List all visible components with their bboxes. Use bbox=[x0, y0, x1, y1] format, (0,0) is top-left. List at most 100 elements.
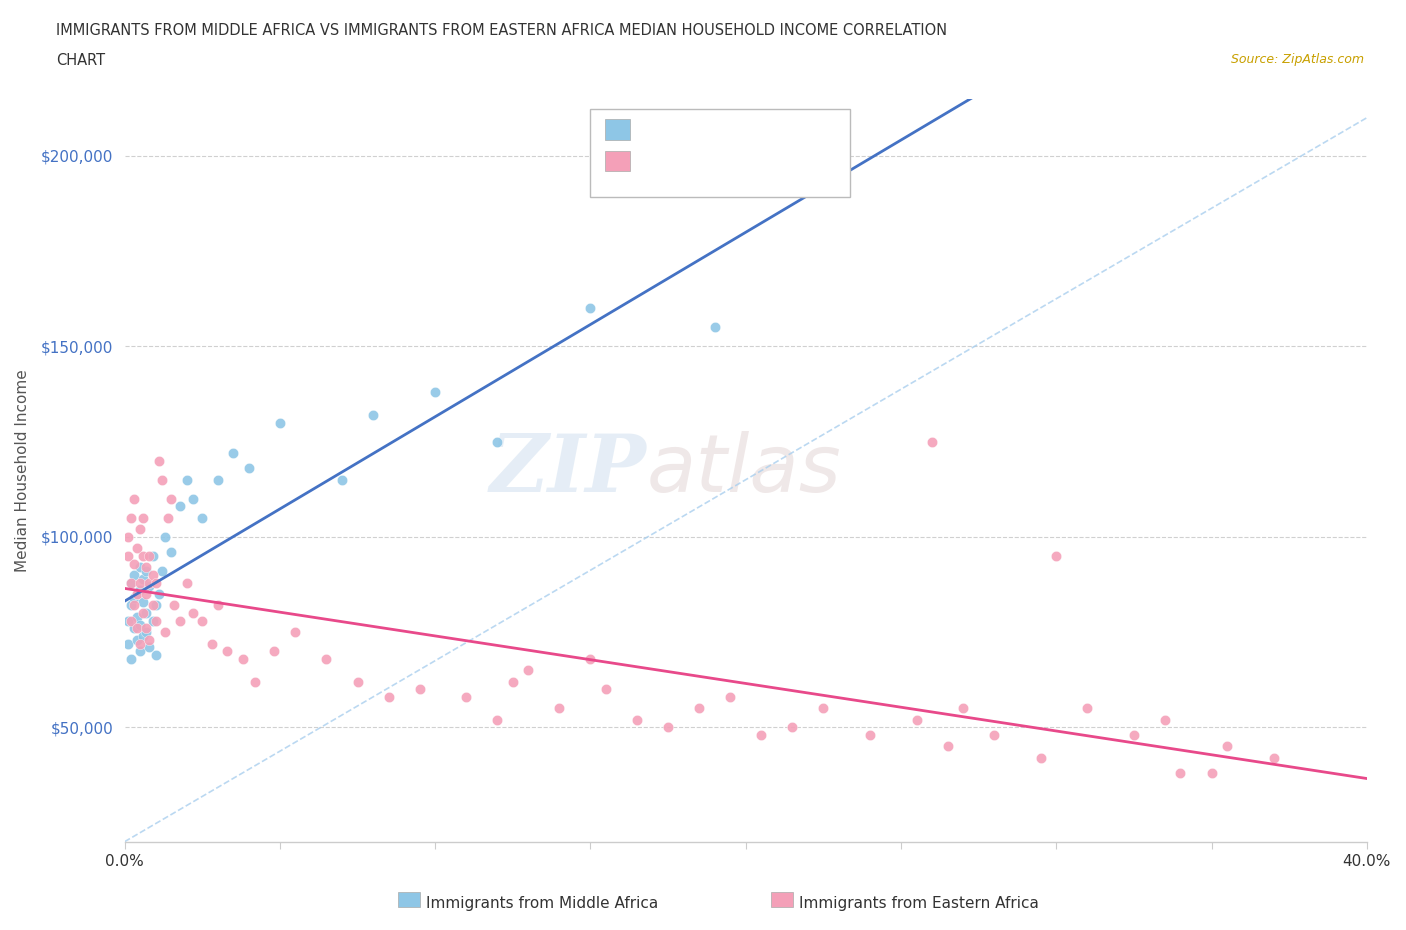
Point bbox=[813, 701, 835, 716]
Point bbox=[125, 621, 148, 636]
Point bbox=[200, 636, 222, 651]
Point bbox=[117, 636, 139, 651]
Point bbox=[117, 529, 139, 544]
Point bbox=[921, 434, 943, 449]
Point bbox=[952, 701, 974, 716]
Point bbox=[157, 511, 180, 525]
Point bbox=[141, 613, 163, 628]
Point bbox=[217, 644, 239, 658]
Point bbox=[135, 564, 157, 578]
Point bbox=[129, 583, 152, 598]
Point bbox=[595, 682, 617, 697]
Point bbox=[150, 472, 173, 487]
Point bbox=[176, 575, 198, 590]
Point bbox=[905, 712, 928, 727]
Point bbox=[548, 701, 571, 716]
Point bbox=[132, 571, 155, 586]
Point bbox=[129, 644, 152, 658]
Point bbox=[145, 575, 167, 590]
Point bbox=[579, 651, 602, 666]
Point bbox=[859, 727, 882, 742]
Point bbox=[145, 647, 167, 662]
Point bbox=[129, 575, 152, 590]
Point bbox=[120, 575, 142, 590]
Point bbox=[129, 636, 152, 651]
Point bbox=[138, 632, 160, 647]
Point bbox=[132, 549, 155, 564]
Point bbox=[129, 560, 152, 575]
Point bbox=[125, 587, 148, 602]
Text: Source: ZipAtlas.com: Source: ZipAtlas.com bbox=[1230, 53, 1364, 66]
Text: N = 45: N = 45 bbox=[731, 125, 787, 140]
Text: Immigrants from Eastern Africa: Immigrants from Eastern Africa bbox=[799, 896, 1039, 910]
Point bbox=[749, 727, 772, 742]
Text: ZIP: ZIP bbox=[489, 432, 647, 509]
Point bbox=[486, 434, 509, 449]
Y-axis label: Median Household Income: Median Household Income bbox=[15, 369, 30, 572]
Point bbox=[1201, 765, 1223, 780]
Point bbox=[983, 727, 1005, 742]
Point bbox=[135, 605, 157, 620]
Point bbox=[1154, 712, 1177, 727]
Point bbox=[222, 445, 245, 460]
Point bbox=[181, 491, 204, 506]
Point bbox=[191, 613, 214, 628]
Point bbox=[120, 613, 142, 628]
Point bbox=[169, 613, 191, 628]
Point bbox=[125, 541, 148, 556]
Point bbox=[191, 511, 214, 525]
Point bbox=[135, 587, 157, 602]
Point bbox=[688, 701, 710, 716]
Point bbox=[141, 549, 163, 564]
Point bbox=[135, 621, 157, 636]
Point bbox=[120, 511, 142, 525]
Point bbox=[150, 564, 173, 578]
Point bbox=[1122, 727, 1144, 742]
Point bbox=[269, 415, 291, 430]
Point bbox=[232, 651, 254, 666]
Text: CHART: CHART bbox=[56, 53, 105, 68]
Point bbox=[176, 472, 198, 487]
Point bbox=[163, 598, 186, 613]
Point bbox=[1170, 765, 1192, 780]
Point bbox=[1076, 701, 1098, 716]
Point bbox=[120, 651, 142, 666]
Point bbox=[456, 689, 478, 704]
Text: N = 77: N = 77 bbox=[731, 156, 787, 171]
Point bbox=[153, 625, 176, 640]
Point bbox=[486, 712, 509, 727]
Point bbox=[138, 549, 160, 564]
Point bbox=[132, 511, 155, 525]
Point bbox=[207, 472, 229, 487]
Point bbox=[1029, 751, 1052, 765]
Point bbox=[238, 461, 260, 476]
Point bbox=[125, 587, 148, 602]
Point bbox=[160, 545, 183, 560]
Point bbox=[135, 560, 157, 575]
Point bbox=[517, 663, 540, 678]
Point bbox=[626, 712, 648, 727]
Point bbox=[129, 618, 152, 632]
Point bbox=[703, 320, 725, 335]
Point bbox=[207, 598, 229, 613]
Point bbox=[153, 529, 176, 544]
Text: Immigrants from Middle Africa: Immigrants from Middle Africa bbox=[426, 896, 658, 910]
Point bbox=[148, 587, 170, 602]
Point bbox=[138, 579, 160, 594]
Point bbox=[423, 385, 446, 400]
Point bbox=[122, 567, 145, 582]
Point bbox=[138, 575, 160, 590]
Point bbox=[125, 632, 148, 647]
Text: 0.576: 0.576 bbox=[678, 125, 724, 140]
Point bbox=[117, 613, 139, 628]
Point bbox=[120, 598, 142, 613]
Point bbox=[117, 549, 139, 564]
Point bbox=[243, 674, 266, 689]
Point bbox=[120, 575, 142, 590]
Point bbox=[936, 739, 959, 754]
Point bbox=[122, 491, 145, 506]
Point bbox=[135, 625, 157, 640]
Point bbox=[263, 644, 285, 658]
Point bbox=[122, 598, 145, 613]
Point bbox=[181, 605, 204, 620]
